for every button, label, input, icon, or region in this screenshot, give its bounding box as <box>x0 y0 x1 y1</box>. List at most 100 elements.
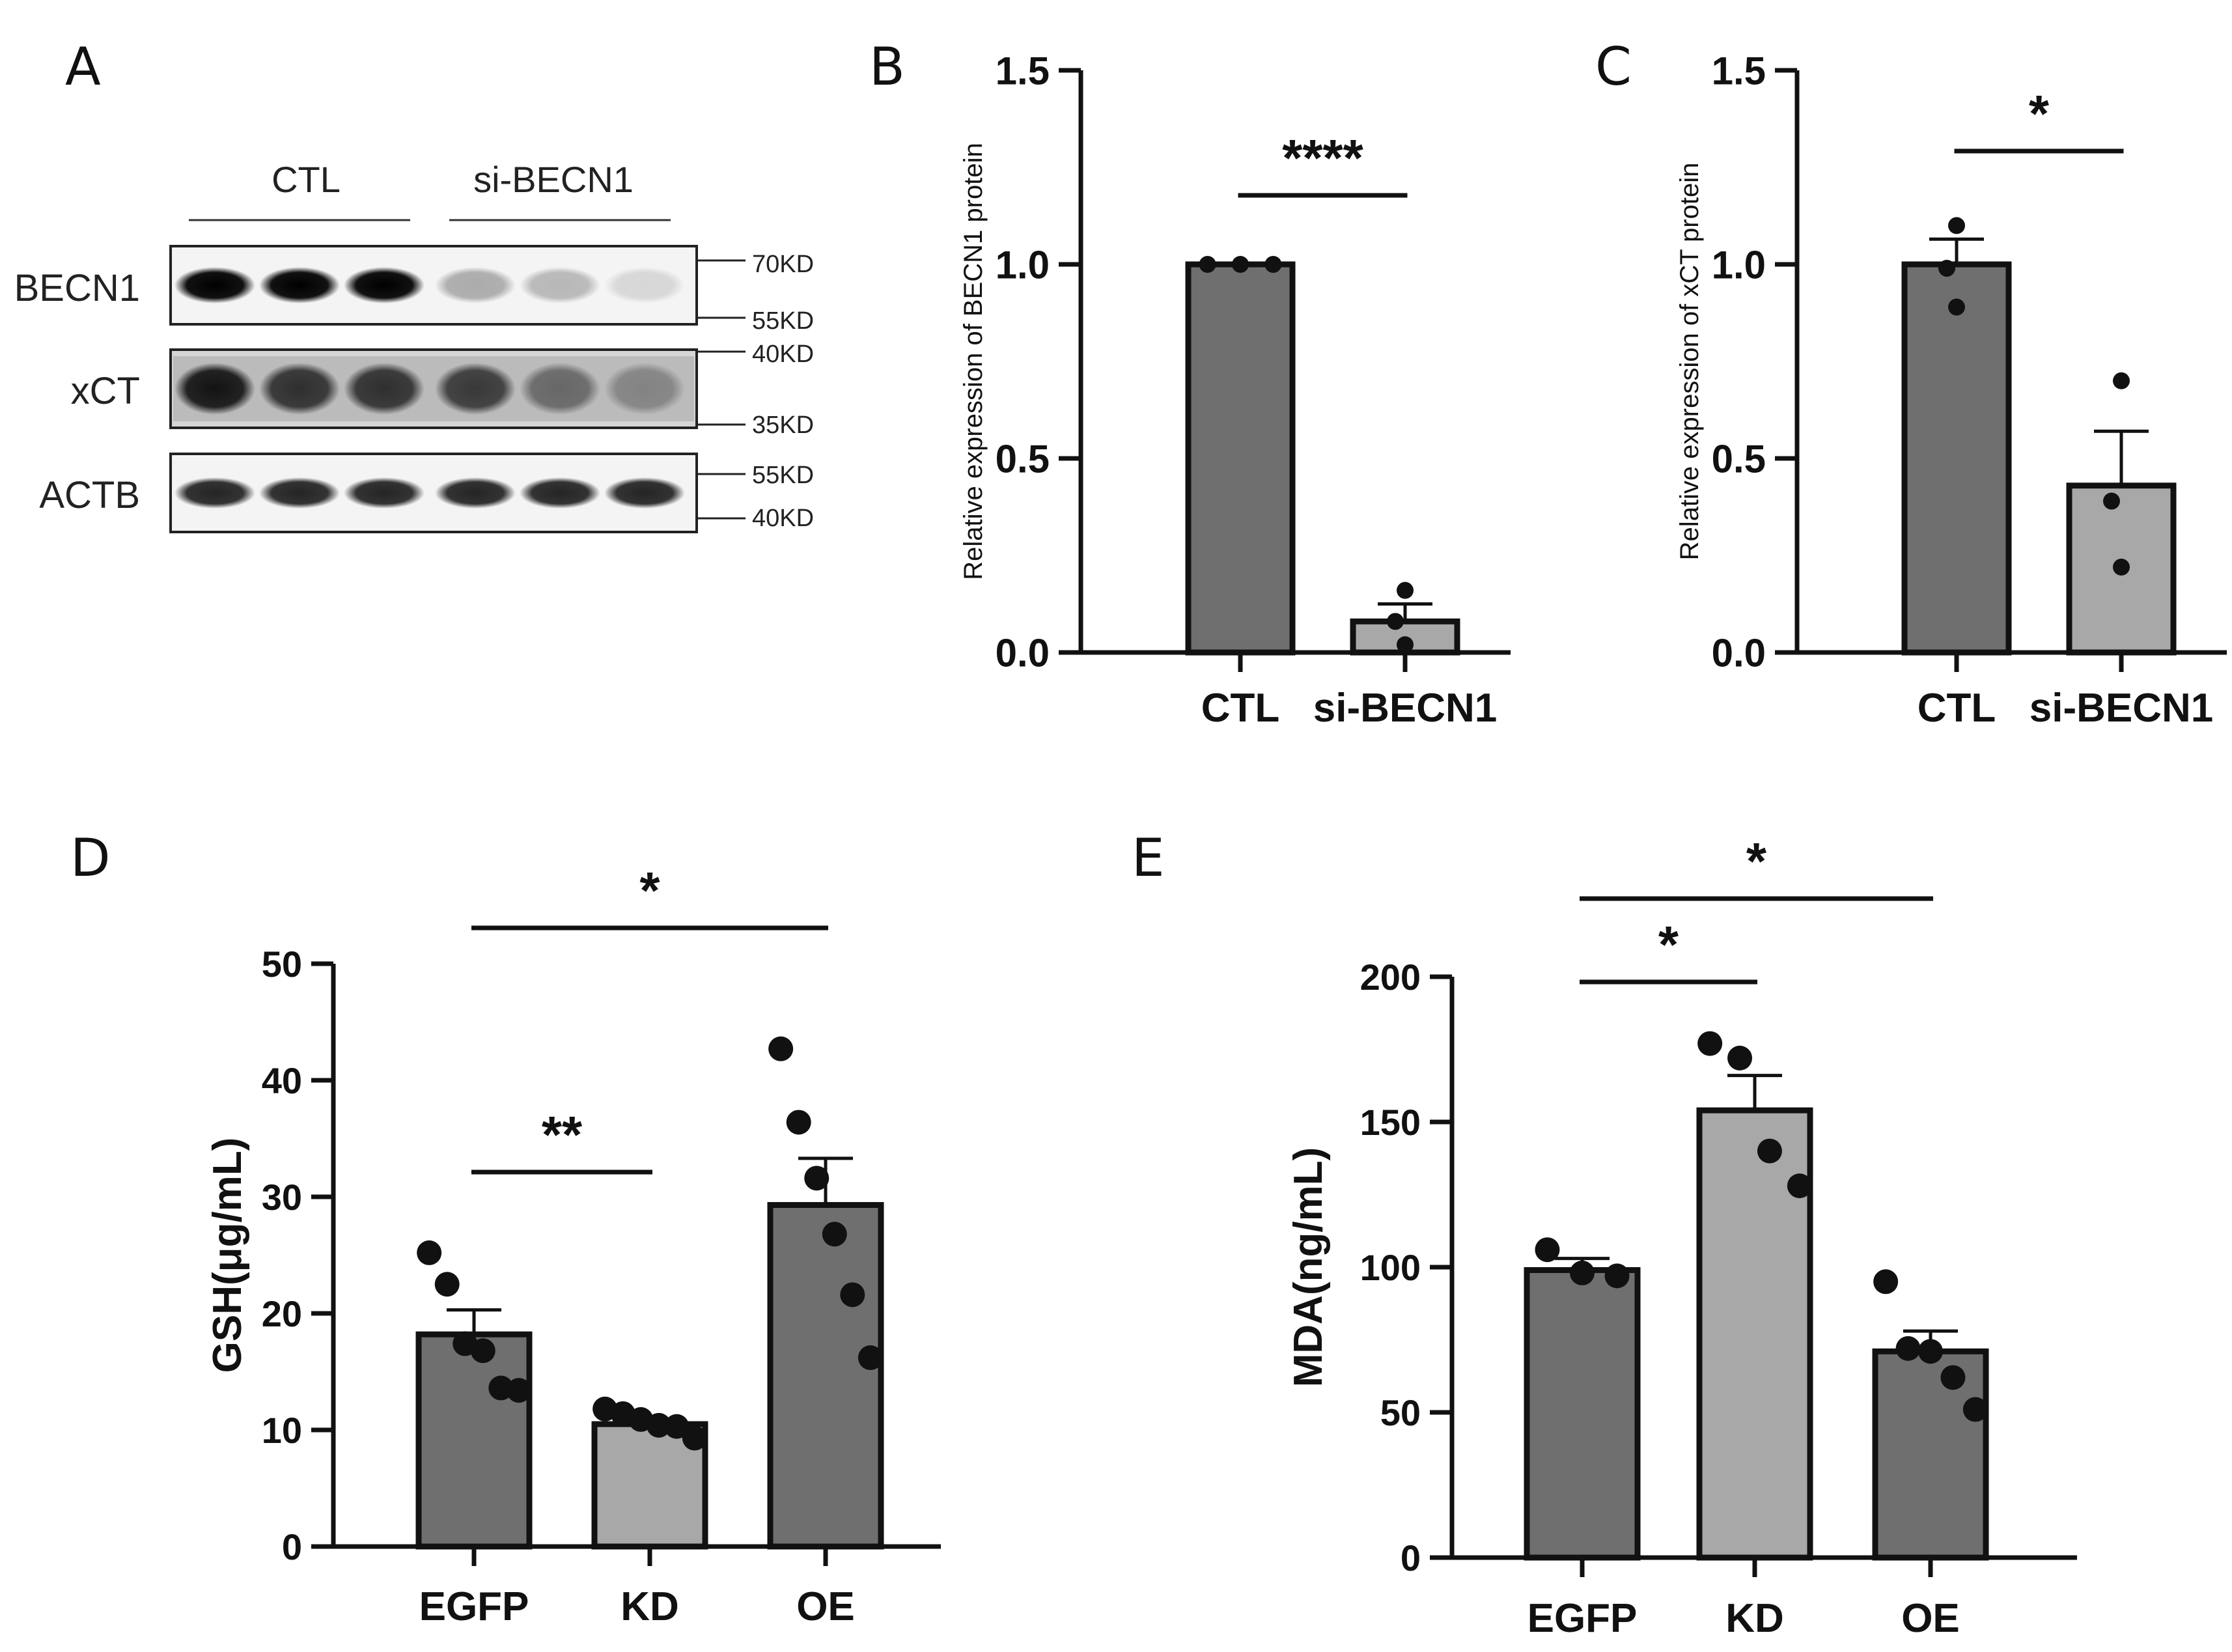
panel-letter-c: C <box>1595 36 1632 97</box>
panel-letter-a: A <box>65 36 101 97</box>
panel-letter-b: B <box>869 36 905 97</box>
significance-label: **** <box>1282 129 1363 187</box>
bar-oe <box>1872 1348 1989 1561</box>
blot-band <box>259 267 340 303</box>
blot-band <box>344 477 425 509</box>
blot-row-xct <box>169 348 746 429</box>
blot-band <box>174 363 255 415</box>
blot-band <box>174 267 255 303</box>
blot-row-label-xct: xCT <box>71 370 140 412</box>
blot-row-label-actb: ACTB <box>39 474 140 516</box>
data-point <box>1397 636 1414 654</box>
data-point <box>664 1414 690 1439</box>
data-point <box>1938 259 1955 277</box>
y-tick-label: 50 <box>1380 1392 1421 1433</box>
blot-band <box>604 363 685 415</box>
data-point <box>417 1240 442 1265</box>
bar-oe <box>767 1202 884 1550</box>
y-tick-label: 0 <box>282 1526 302 1567</box>
blot-band <box>344 267 425 303</box>
data-point <box>1948 217 1965 234</box>
significance-label: * <box>639 861 660 919</box>
marker-label-actb-lower: 40KD <box>752 505 814 532</box>
data-point <box>2113 558 2130 576</box>
y-tick-label: 0.5 <box>996 438 1050 481</box>
x-tick-label: OE <box>796 1584 855 1629</box>
data-point <box>1697 1031 1723 1056</box>
data-point <box>1397 581 1414 599</box>
x-tick-label: si-BECN1 <box>2030 686 2214 731</box>
blot-row-becn1 <box>169 245 746 326</box>
data-point <box>1727 1045 1753 1071</box>
y-axis-title: GSH(μg/mL) <box>205 1138 250 1373</box>
y-tick-label: 0.5 <box>1712 438 1766 481</box>
y-tick-label: 0.0 <box>996 632 1050 675</box>
significance-label: * <box>2029 85 2050 143</box>
data-point <box>1962 1397 1988 1422</box>
x-tick-label: EGFP <box>419 1584 529 1629</box>
y-tick-label: 200 <box>1360 957 1421 998</box>
blot-band <box>604 267 685 303</box>
significance-label: * <box>1658 916 1679 973</box>
data-point <box>506 1378 531 1403</box>
data-point <box>1757 1138 1782 1164</box>
data-point <box>1787 1173 1812 1199</box>
data-point <box>822 1222 847 1247</box>
blot-band <box>520 363 600 415</box>
y-tick-label: 10 <box>262 1410 302 1451</box>
data-point <box>682 1425 707 1451</box>
western-blot-panel: CTL si-BECN1 BECN1 xCT ACTB 70KD 55KD 40… <box>14 159 814 533</box>
data-point <box>804 1166 830 1191</box>
y-tick-label: 100 <box>1360 1247 1421 1288</box>
significance-label: * <box>1746 832 1767 890</box>
marker-label-xct-lower: 35KD <box>752 412 814 439</box>
y-tick-label: 50 <box>262 944 302 985</box>
y-tick-label: 0.0 <box>1712 632 1766 675</box>
bar-ctl <box>1901 261 2012 656</box>
y-tick-label: 0 <box>1401 1537 1421 1578</box>
chart-panel-b: 0.0 0.5 1.0 1.5 Relative expression of BECN1… <box>959 49 1511 731</box>
y-axis-title: Relative expression of BECN1 protein <box>959 143 988 580</box>
blot-group-label-si-becn1: si-BECN1 <box>473 159 634 200</box>
blot-band <box>174 477 255 509</box>
blot-row-actb <box>169 453 746 533</box>
data-point <box>1948 298 1965 316</box>
bar-ctl <box>1185 261 1296 656</box>
bar-egfp <box>415 1331 533 1550</box>
blot-band <box>520 267 600 303</box>
y-axis-title: Relative expression of xCT protein <box>1675 163 1704 561</box>
blot-band <box>435 267 516 303</box>
data-point <box>2103 492 2120 510</box>
blot-rows <box>169 245 746 533</box>
panel-letter-e: E <box>1132 828 1165 888</box>
y-axis-title: MDA(ng/mL) <box>1286 1147 1331 1387</box>
data-point <box>1918 1339 1943 1364</box>
marker-label-actb-upper: 55KD <box>752 462 814 489</box>
x-tick-label: EGFP <box>1528 1596 1638 1641</box>
data-point <box>1604 1263 1630 1289</box>
data-point <box>768 1036 794 1061</box>
data-point <box>1535 1237 1560 1263</box>
blot-band <box>344 363 425 415</box>
data-point <box>1232 256 1249 273</box>
x-tick-label: CTL <box>1201 686 1280 731</box>
data-point <box>1264 256 1282 273</box>
x-tick-label: KD <box>621 1584 679 1629</box>
data-point <box>1940 1365 1966 1390</box>
data-point <box>434 1272 460 1297</box>
y-tick-label: 1.0 <box>1712 244 1766 287</box>
data-point <box>1570 1260 1595 1285</box>
blot-band <box>604 477 685 509</box>
y-tick-label: 150 <box>1360 1102 1421 1143</box>
y-tick-label: 40 <box>262 1060 302 1101</box>
marker-label-becn1-upper: 70KD <box>752 251 814 278</box>
data-point <box>470 1338 495 1364</box>
significance-label: ** <box>542 1106 583 1164</box>
x-tick-label: KD <box>1725 1596 1784 1641</box>
marker-label-becn1-lower: 55KD <box>752 307 814 335</box>
data-point <box>1895 1336 1921 1361</box>
x-tick-label: CTL <box>1918 686 1996 731</box>
data-point <box>786 1110 811 1135</box>
